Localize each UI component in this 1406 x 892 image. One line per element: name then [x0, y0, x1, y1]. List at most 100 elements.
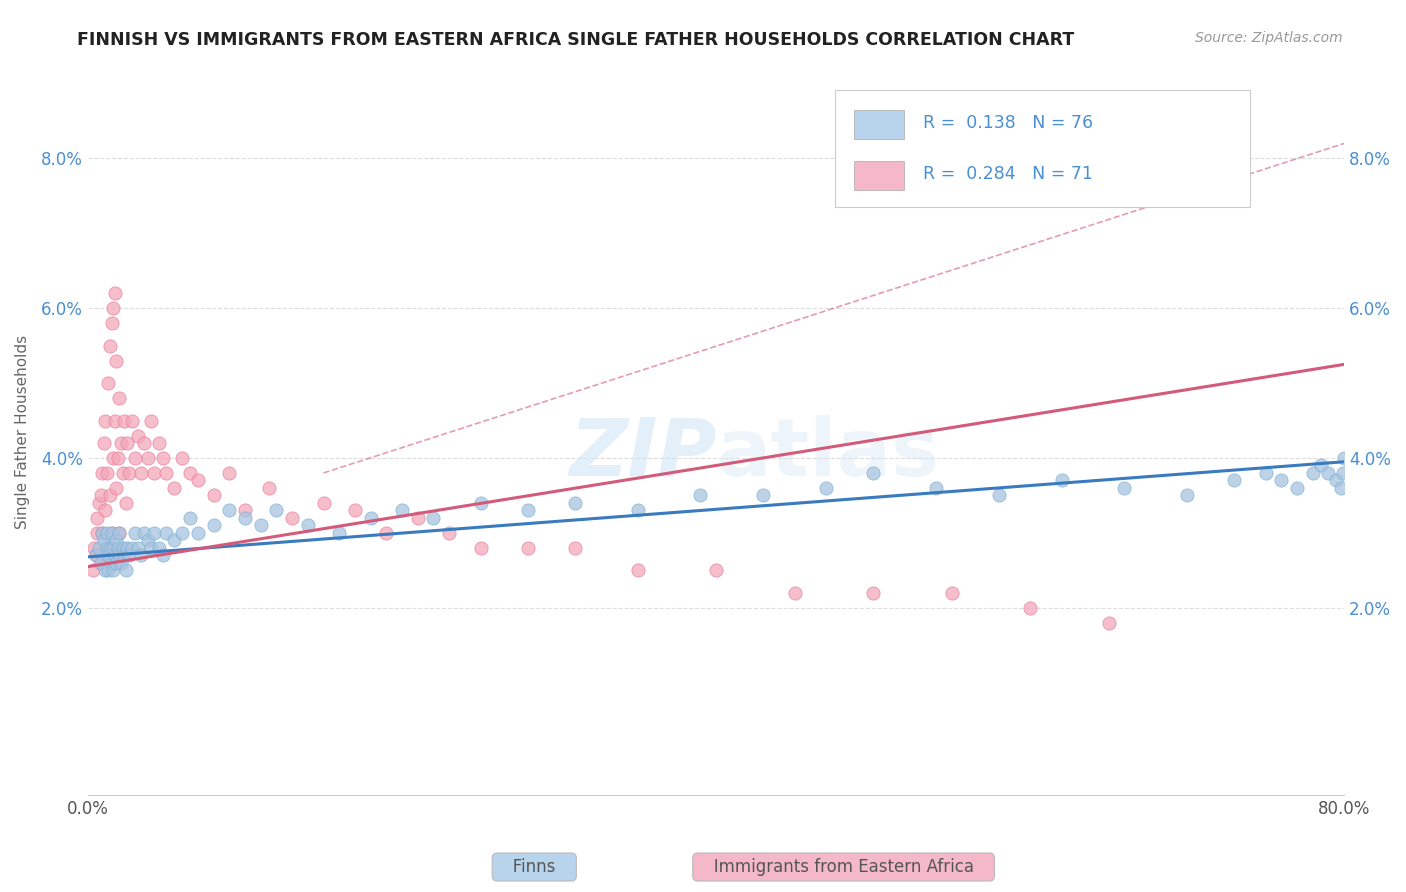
Point [925, 481, 948, 495]
Point [1285, 481, 1308, 495]
Point [104, 549, 127, 563]
Point [104, 286, 127, 301]
Point [148, 436, 170, 450]
Point [1309, 458, 1331, 473]
Point [155, 525, 177, 540]
Point [564, 541, 586, 555]
Point [360, 511, 382, 525]
Point [142, 466, 165, 480]
Point [406, 511, 429, 525]
Point [112, 549, 135, 563]
Point [121, 413, 143, 427]
Point [101, 541, 124, 555]
Point [118, 466, 141, 480]
Point [470, 541, 492, 555]
Point [218, 503, 240, 517]
Point [94, 563, 117, 577]
Point [343, 503, 366, 517]
Point [516, 503, 538, 517]
Point [131, 466, 153, 480]
Point [91, 525, 114, 540]
Point [94, 503, 117, 517]
Point [163, 533, 186, 548]
Point [134, 525, 156, 540]
Point [105, 353, 128, 368]
Point [110, 436, 132, 450]
Point [179, 466, 201, 480]
Point [124, 450, 146, 465]
Point [470, 496, 492, 510]
Point [124, 525, 146, 540]
Point [108, 525, 131, 540]
Point [941, 586, 963, 600]
Point [86, 525, 108, 540]
Point [187, 525, 209, 540]
Point [1175, 488, 1198, 502]
Point [90, 556, 112, 570]
Point [91, 525, 114, 540]
Point [375, 525, 398, 540]
Point [104, 413, 127, 427]
Point [115, 541, 138, 555]
Point [94, 413, 117, 427]
Point [148, 541, 170, 555]
Point [1223, 474, 1246, 488]
Point [139, 541, 162, 555]
Point [131, 549, 153, 563]
Point [202, 518, 225, 533]
Point [111, 466, 134, 480]
Point [297, 518, 319, 533]
Point [152, 450, 174, 465]
Point [564, 496, 586, 510]
Point [105, 556, 128, 570]
Point [93, 533, 115, 548]
Point [422, 511, 444, 525]
Point [98, 488, 121, 502]
Point [112, 413, 135, 427]
Point [100, 525, 122, 540]
Point [783, 586, 806, 600]
Point [84, 549, 107, 563]
Y-axis label: Single Father Households: Single Father Households [15, 334, 30, 529]
Point [187, 474, 209, 488]
Point [1330, 481, 1353, 495]
Point [87, 541, 110, 555]
Point [312, 496, 335, 510]
Point [110, 556, 132, 570]
Point [142, 525, 165, 540]
Text: ZIP: ZIP [568, 415, 716, 492]
Point [101, 450, 124, 465]
Point [1254, 466, 1277, 480]
Point [704, 563, 727, 577]
Point [1114, 481, 1136, 495]
Point [1097, 615, 1119, 630]
Point [1019, 600, 1042, 615]
Point [108, 391, 131, 405]
Point [136, 533, 159, 548]
Point [82, 563, 104, 577]
Point [87, 496, 110, 510]
Text: Finns: Finns [498, 858, 571, 876]
Point [97, 541, 120, 555]
Point [689, 488, 711, 502]
Point [202, 488, 225, 502]
Point [107, 450, 129, 465]
Point [127, 541, 149, 555]
Text: Source: ZipAtlas.com: Source: ZipAtlas.com [1195, 31, 1343, 45]
Point [100, 556, 122, 570]
FancyBboxPatch shape [855, 161, 904, 190]
Point [83, 541, 105, 555]
Point [752, 488, 775, 502]
Text: FINNISH VS IMMIGRANTS FROM EASTERN AFRICA SINGLE FATHER HOUSEHOLDS CORRELATION C: FINNISH VS IMMIGRANTS FROM EASTERN AFRIC… [77, 31, 1074, 49]
Point [118, 549, 141, 563]
Point [139, 413, 162, 427]
Point [93, 436, 115, 450]
Point [98, 541, 121, 555]
Point [218, 466, 240, 480]
Text: atlas: atlas [716, 415, 939, 492]
Point [862, 586, 884, 600]
Point [127, 428, 149, 442]
Point [97, 549, 120, 563]
Point [1324, 474, 1347, 488]
Point [1270, 474, 1292, 488]
